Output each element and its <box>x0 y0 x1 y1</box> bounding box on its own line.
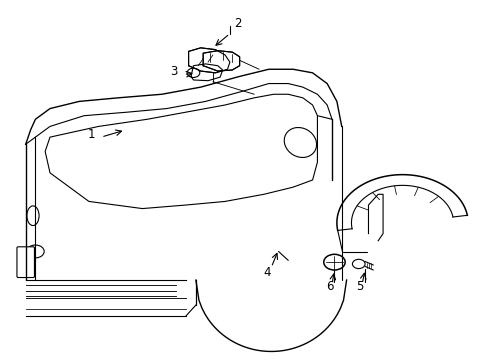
Text: 4: 4 <box>263 266 270 279</box>
Text: 6: 6 <box>325 280 333 293</box>
Text: 3: 3 <box>170 65 178 78</box>
Ellipse shape <box>27 206 39 226</box>
Circle shape <box>352 259 365 269</box>
Polygon shape <box>203 51 239 71</box>
Circle shape <box>323 254 345 270</box>
Ellipse shape <box>284 127 316 157</box>
Polygon shape <box>45 94 317 208</box>
Text: 1: 1 <box>88 128 95 141</box>
Text: 5: 5 <box>356 280 363 293</box>
FancyBboxPatch shape <box>17 247 34 278</box>
Text: 2: 2 <box>233 17 241 30</box>
Circle shape <box>27 245 44 258</box>
Circle shape <box>187 68 200 77</box>
Polygon shape <box>188 48 229 73</box>
